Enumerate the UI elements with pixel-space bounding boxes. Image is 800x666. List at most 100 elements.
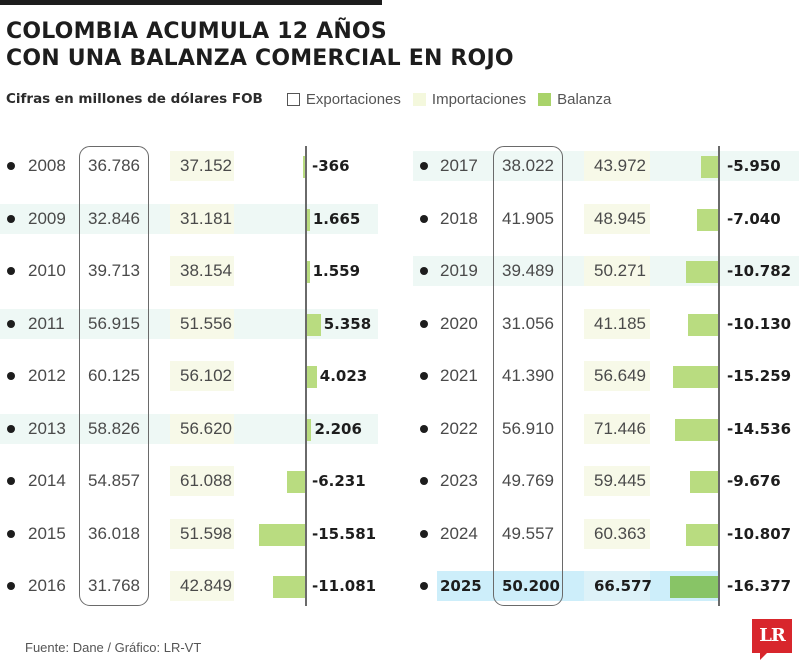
table-row: 2023 49.769 59.445 -9.676 bbox=[0, 466, 800, 496]
importaciones-value: 31.181 bbox=[180, 208, 232, 228]
chart-title-line-1: COLOMBIA ACUMULA 12 AÑOS bbox=[6, 19, 387, 44]
balanza-bar bbox=[305, 366, 317, 388]
year-label: 2025 bbox=[440, 577, 482, 595]
row-bullet bbox=[420, 582, 428, 590]
table-row: 2016 31.768 42.849 -11.081 bbox=[0, 571, 800, 601]
importaciones-value: 48.945 bbox=[594, 208, 646, 228]
source-note: Fuente: Dane / Gráfico: LR-VT bbox=[25, 640, 202, 655]
row-bullet bbox=[420, 319, 428, 328]
importaciones-band bbox=[584, 151, 650, 181]
legend-swatch-importaciones bbox=[412, 92, 426, 106]
importaciones-value: 61.088 bbox=[180, 471, 232, 490]
balanza-value: -16.377 bbox=[727, 577, 792, 595]
balanza-value: 1.665 bbox=[312, 209, 361, 228]
row-bullet bbox=[420, 424, 428, 433]
importaciones-band bbox=[584, 308, 650, 339]
importaciones-band bbox=[170, 308, 234, 339]
table-row: 2020 31.056 41.185 -10.130 bbox=[0, 308, 800, 339]
balanza-value: -6.231 bbox=[312, 472, 366, 490]
balanza-bar bbox=[697, 208, 718, 231]
balanza-bar bbox=[689, 471, 718, 493]
lr-logo: LR bbox=[752, 619, 792, 660]
balanza-value: 2.206 bbox=[314, 419, 362, 438]
exportaciones-column-frame bbox=[79, 146, 149, 606]
row-bullet bbox=[7, 582, 15, 590]
importaciones-band bbox=[170, 413, 234, 444]
importaciones-band bbox=[584, 518, 650, 549]
row-bullet bbox=[420, 214, 428, 223]
chart-subtitle: Cifras en millones de dólares FOB bbox=[6, 91, 263, 107]
importaciones-value: 56.620 bbox=[180, 418, 232, 438]
chart-title-line-2: CON UNA BALANZA COMERCIAL EN ROJO bbox=[6, 46, 514, 71]
balanza-value: -9.676 bbox=[727, 472, 781, 490]
exportaciones-column-frame bbox=[493, 146, 563, 606]
legend-label-balanza: Balanza bbox=[557, 90, 612, 108]
table-row: 2014 54.857 61.088 -6.231 bbox=[0, 466, 800, 496]
importaciones-value: 60.363 bbox=[594, 523, 646, 543]
exportaciones-value: 54.857 bbox=[88, 471, 140, 490]
balanza-bar bbox=[305, 313, 321, 336]
legend: Cifras en millones de dólares FOB Export… bbox=[6, 87, 611, 111]
exportaciones-value: 38.022 bbox=[502, 156, 554, 175]
importaciones-value: 59.445 bbox=[594, 471, 646, 490]
exportaciones-value: 39.489 bbox=[502, 261, 554, 280]
balanza-bar bbox=[305, 418, 312, 441]
importaciones-value: 43.972 bbox=[594, 156, 646, 175]
balanza-value: -15.581 bbox=[312, 524, 377, 543]
importaciones-band bbox=[584, 256, 650, 286]
exportaciones-value: 56.915 bbox=[88, 313, 140, 333]
row-bullet bbox=[7, 319, 15, 328]
row-bullet bbox=[7, 162, 15, 170]
balanza-value: -7.040 bbox=[727, 209, 781, 228]
balanza-value: -366 bbox=[312, 157, 350, 175]
importaciones-value: 56.649 bbox=[594, 366, 646, 385]
year-label: 2010 bbox=[28, 261, 66, 280]
balanza-bar bbox=[305, 208, 310, 231]
importaciones-value: 37.152 bbox=[180, 156, 232, 175]
importaciones-band bbox=[584, 466, 650, 496]
exportaciones-value: 36.018 bbox=[88, 523, 140, 543]
balanza-bar bbox=[688, 313, 718, 336]
importaciones-value: 50.271 bbox=[594, 261, 646, 280]
table-row: 2010 39.713 38.154 1.559 bbox=[0, 256, 800, 286]
exportaciones-value: 39.713 bbox=[88, 261, 140, 280]
exportaciones-value: 32.846 bbox=[88, 208, 140, 228]
year-label: 2009 bbox=[28, 208, 66, 228]
balanza-value: -15.259 bbox=[727, 367, 792, 385]
balanza-zero-axis bbox=[305, 146, 307, 606]
table-row: 2011 56.915 51.556 5.358 bbox=[0, 308, 800, 339]
table-row: 2022 56.910 71.446 -14.536 bbox=[0, 413, 800, 444]
table-row: 2017 38.022 43.972 -5.950 bbox=[0, 151, 800, 181]
table-row: 2015 36.018 51.598 -15.581 bbox=[0, 518, 800, 549]
importaciones-value: 51.598 bbox=[180, 523, 232, 543]
exportaciones-value: 60.125 bbox=[88, 366, 140, 385]
balanza-value: -10.807 bbox=[727, 524, 792, 543]
legend-label-exportaciones: Exportaciones bbox=[305, 90, 401, 108]
exportaciones-value: 36.786 bbox=[88, 156, 140, 175]
balanza-value: 4.023 bbox=[319, 367, 368, 385]
legend-swatch-exportaciones bbox=[286, 92, 300, 106]
exportaciones-value: 50.200 bbox=[502, 577, 560, 595]
year-label: 2016 bbox=[28, 576, 66, 595]
balanza-bar bbox=[286, 471, 305, 493]
year-label: 2008 bbox=[28, 156, 66, 175]
importaciones-value: 71.446 bbox=[594, 418, 646, 438]
exportaciones-value: 56.910 bbox=[502, 418, 554, 438]
year-label: 2024 bbox=[440, 523, 478, 543]
row-bullet bbox=[7, 214, 15, 223]
importaciones-band bbox=[170, 518, 234, 549]
table-row: 2024 49.557 60.363 -10.807 bbox=[0, 518, 800, 549]
balanza-value: 1.559 bbox=[312, 262, 361, 280]
year-label: 2014 bbox=[28, 471, 66, 490]
table-row: 2009 32.846 31.181 1.665 bbox=[0, 203, 800, 234]
year-label: 2017 bbox=[440, 156, 478, 175]
importaciones-band bbox=[170, 203, 234, 234]
importaciones-band bbox=[584, 571, 650, 601]
chart-title: COLOMBIA ACUMULA 12 AÑOS CON UNA BALANZA… bbox=[6, 18, 514, 72]
top-rule bbox=[0, 0, 382, 5]
importaciones-band bbox=[584, 413, 650, 444]
balanza-value: -11.081 bbox=[312, 577, 377, 595]
legend-swatch-balanza bbox=[538, 92, 552, 106]
exportaciones-value: 41.390 bbox=[502, 366, 554, 385]
